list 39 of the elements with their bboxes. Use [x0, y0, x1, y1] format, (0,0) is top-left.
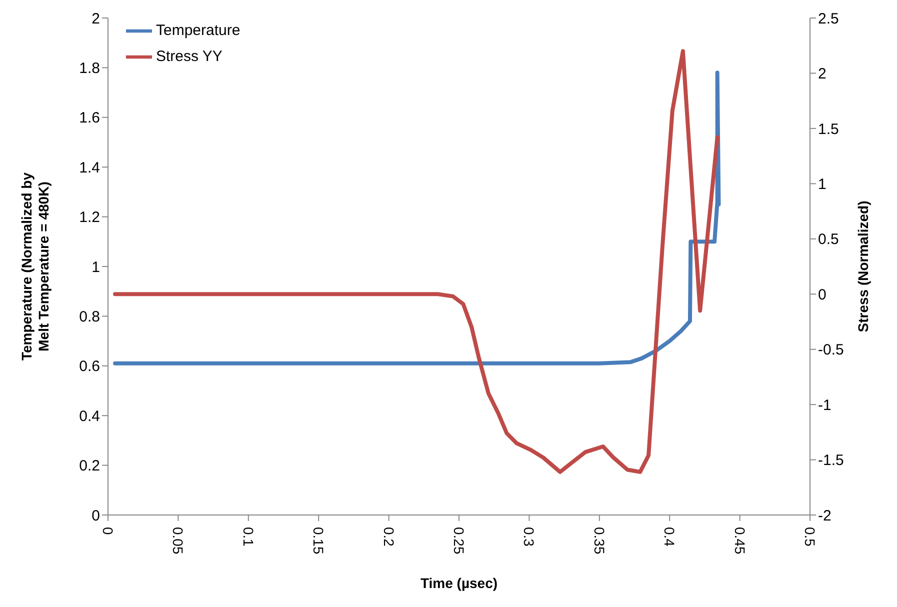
y-tick-label: 0.6 [79, 358, 100, 376]
y-tick-label: 2 [92, 10, 100, 28]
y-tick-label: 0.8 [79, 308, 100, 326]
y-tick-label: 1.2 [79, 209, 100, 226]
line-series [113, 49, 720, 474]
y-axis-title: Temperature (Normalized by Melt Temperature = 480K) [18, 172, 52, 361]
x-tick-label: 0 [100, 527, 116, 535]
y2-tick-label: -1.5 [818, 452, 844, 470]
x-tick-label: 0.2 [380, 527, 397, 547]
x-tick-label: 0.15 [310, 527, 327, 554]
y2-tick-label: -1 [818, 396, 832, 414]
y2-tick-label: 0.5 [818, 231, 839, 248]
line-series [113, 70, 721, 366]
x-tick-label: 0.35 [591, 527, 608, 554]
y2-tick-label: -0.5 [818, 342, 844, 359]
x-tick-label: 0.4 [662, 527, 678, 547]
x-tick-label: 0.1 [240, 527, 256, 547]
y2-tick-label: 2.5 [818, 10, 839, 28]
x-tick-label: 0.05 [170, 527, 186, 554]
y2-tick-label: 0 [818, 286, 826, 304]
y2-tick-label: 2 [818, 66, 826, 83]
x-axis-title: Time (µsec) [420, 575, 498, 591]
y-tick-label: 0.2 [79, 458, 100, 475]
x-tick-label: 0.3 [521, 527, 538, 547]
y2-axis-title: Stress (Normalized) [855, 200, 871, 332]
y-tick-label: 0 [92, 507, 100, 524]
y-tick-label: 1 [92, 258, 100, 276]
y-tick-label: 1.4 [79, 159, 100, 176]
legend-label: Temperature [156, 22, 240, 40]
x-tick-label: 0.45 [732, 527, 748, 554]
y2-tick-label: -2 [818, 507, 832, 524]
y2-tick-label: 1 [818, 176, 826, 193]
y-tick-label: 1.6 [79, 110, 100, 127]
y-tick-label: 0.4 [79, 408, 100, 425]
x-tick-label: 0.25 [451, 527, 467, 554]
x-tick-label: 0.5 [802, 527, 818, 547]
y2-tick-label: 1.5 [818, 120, 839, 138]
y-tick-label: 1.8 [79, 60, 100, 78]
legend-label: Stress YY [156, 48, 222, 66]
